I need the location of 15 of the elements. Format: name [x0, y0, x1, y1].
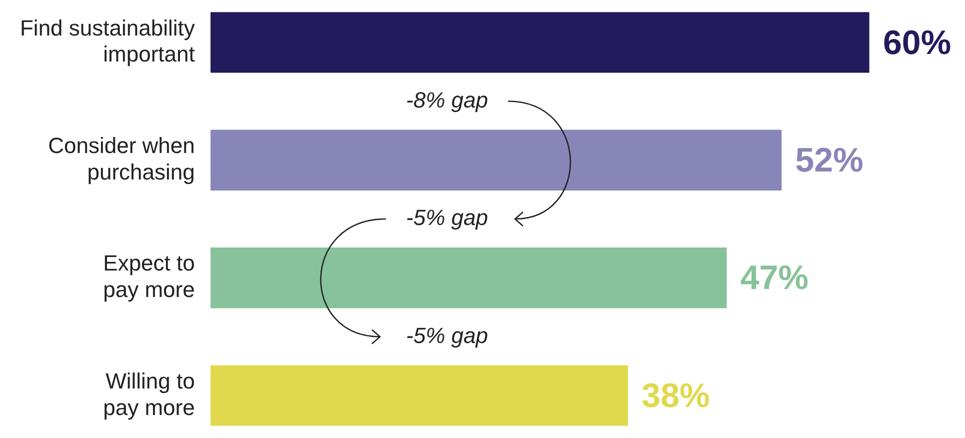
annotation: -8% gap [406, 87, 488, 112]
data-label: 60% [883, 24, 952, 62]
y-tick-label: Expect to pay more [103, 250, 195, 302]
bar [210, 130, 782, 190]
annotation: -5% gap [406, 322, 488, 348]
y-tick-label: Find sustainability important [20, 15, 195, 67]
bar [210, 12, 870, 73]
y-tick-label: Consider when purchasing [48, 132, 195, 184]
data-label: 47% [740, 259, 808, 298]
data-label: 52% [795, 142, 864, 180]
data-label: 38% [642, 376, 710, 415]
annotation: -5% gap [406, 205, 488, 230]
y-tick-label: Willing to pay more [103, 368, 195, 420]
bar [210, 365, 628, 426]
bar [210, 248, 727, 308]
